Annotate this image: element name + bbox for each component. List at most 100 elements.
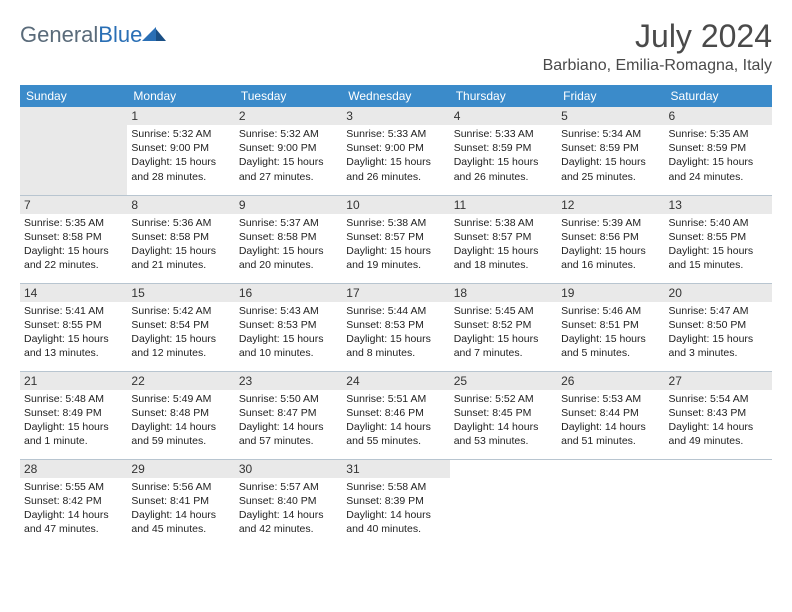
day-info: Sunrise: 5:47 AMSunset: 8:50 PMDaylight:… [669, 304, 768, 361]
sunrise-text: Sunrise: 5:35 AM [24, 216, 123, 230]
sunset-text: Sunset: 8:43 PM [669, 406, 768, 420]
daylight-text: Daylight: 15 hours and 3 minutes. [669, 332, 768, 360]
daylight-text: Daylight: 14 hours and 51 minutes. [561, 420, 660, 448]
calendar-cell: 14Sunrise: 5:41 AMSunset: 8:55 PMDayligh… [20, 283, 127, 371]
sunset-text: Sunset: 8:59 PM [454, 141, 553, 155]
day-header-thursday: Thursday [450, 85, 557, 107]
day-number: 5 [557, 107, 664, 125]
sunrise-text: Sunrise: 5:42 AM [131, 304, 230, 318]
sunset-text: Sunset: 8:44 PM [561, 406, 660, 420]
day-number: 28 [20, 460, 127, 478]
calendar-cell: 21Sunrise: 5:48 AMSunset: 8:49 PMDayligh… [20, 371, 127, 459]
calendar-row: 28Sunrise: 5:55 AMSunset: 8:42 PMDayligh… [20, 459, 772, 547]
day-number: 27 [665, 372, 772, 390]
sunset-text: Sunset: 8:55 PM [24, 318, 123, 332]
day-number: 2 [235, 107, 342, 125]
sunrise-text: Sunrise: 5:55 AM [24, 480, 123, 494]
daylight-text: Daylight: 15 hours and 22 minutes. [24, 244, 123, 272]
day-header-sunday: Sunday [20, 85, 127, 107]
day-info: Sunrise: 5:33 AMSunset: 8:59 PMDaylight:… [454, 127, 553, 184]
logo-text: GeneralBlue [20, 22, 142, 48]
day-info: Sunrise: 5:46 AMSunset: 8:51 PMDaylight:… [561, 304, 660, 361]
calendar-cell: 1Sunrise: 5:32 AMSunset: 9:00 PMDaylight… [127, 107, 234, 195]
sunset-text: Sunset: 8:46 PM [346, 406, 445, 420]
day-number: 14 [20, 284, 127, 302]
sunset-text: Sunset: 8:58 PM [24, 230, 123, 244]
daylight-text: Daylight: 14 hours and 55 minutes. [346, 420, 445, 448]
calendar-cell [450, 459, 557, 547]
day-number: 25 [450, 372, 557, 390]
calendar-cell: 8 Sunrise: 5:36 AMSunset: 8:58 PMDaylight… [127, 195, 234, 283]
calendar-cell: 2Sunrise: 5:32 AMSunset: 9:00 PMDaylight… [235, 107, 342, 195]
daylight-text: Daylight: 15 hours and 16 minutes. [561, 244, 660, 272]
calendar-cell: 24Sunrise: 5:51 AMSunset: 8:46 PMDayligh… [342, 371, 449, 459]
calendar-cell: 18 Sunrise: 5:45 AMSunset: 8:52 PMDayligh… [450, 283, 557, 371]
sunrise-text: Sunrise: 5:58 AM [346, 480, 445, 494]
sunrise-text: Sunrise: 5:43 AM [239, 304, 338, 318]
calendar-cell [557, 459, 664, 547]
sunrise-text: Sunrise: 5:46 AM [561, 304, 660, 318]
sunrise-text: Sunrise: 5:33 AM [346, 127, 445, 141]
sunrise-text: Sunrise: 5:33 AM [454, 127, 553, 141]
daylight-text: Daylight: 15 hours and 5 minutes. [561, 332, 660, 360]
day-info: Sunrise: 5:52 AMSunset: 8:45 PMDaylight:… [454, 392, 553, 449]
calendar-cell: 30Sunrise: 5:57 AMSunset: 8:40 PMDayligh… [235, 459, 342, 547]
day-info: Sunrise: 5:36 AMSunset: 8:58 PMDaylight:… [131, 216, 230, 273]
title-block: July 2024 Barbiano, Emilia-Romagna, Ital… [543, 18, 772, 75]
month-title: July 2024 [543, 18, 772, 55]
day-number: 3 [342, 107, 449, 125]
day-info: Sunrise: 5:50 AMSunset: 8:47 PMDaylight:… [239, 392, 338, 449]
day-number: 8 [127, 196, 234, 214]
day-info: Sunrise: 5:48 AMSunset: 8:49 PMDaylight:… [24, 392, 123, 449]
day-number: 10 [342, 196, 449, 214]
triangle-icon [142, 23, 168, 48]
calendar-table: Sunday Monday Tuesday Wednesday Thursday… [20, 85, 772, 547]
daylight-text: Daylight: 15 hours and 28 minutes. [131, 155, 230, 183]
calendar-row: 14Sunrise: 5:41 AMSunset: 8:55 PMDayligh… [20, 283, 772, 371]
day-info: Sunrise: 5:45 AMSunset: 8:52 PMDaylight:… [454, 304, 553, 361]
day-number: 30 [235, 460, 342, 478]
day-number: 18 [450, 284, 557, 302]
header: GeneralBlue July 2024 Barbiano, Emilia-R… [20, 18, 772, 75]
day-header-wednesday: Wednesday [342, 85, 449, 107]
sunset-text: Sunset: 8:39 PM [346, 494, 445, 508]
day-info: Sunrise: 5:43 AMSunset: 8:53 PMDaylight:… [239, 304, 338, 361]
day-header-monday: Monday [127, 85, 234, 107]
sunset-text: Sunset: 8:54 PM [131, 318, 230, 332]
daylight-text: Daylight: 14 hours and 53 minutes. [454, 420, 553, 448]
sunset-text: Sunset: 9:00 PM [131, 141, 230, 155]
sunset-text: Sunset: 8:53 PM [346, 318, 445, 332]
sunrise-text: Sunrise: 5:36 AM [131, 216, 230, 230]
day-number: 17 [342, 284, 449, 302]
sunset-text: Sunset: 8:50 PM [669, 318, 768, 332]
day-header-friday: Friday [557, 85, 664, 107]
calendar-cell: 25 Sunrise: 5:52 AMSunset: 8:45 PMDayligh… [450, 371, 557, 459]
sunset-text: Sunset: 8:53 PM [239, 318, 338, 332]
daylight-text: Daylight: 15 hours and 13 minutes. [24, 332, 123, 360]
day-number: 13 [665, 196, 772, 214]
calendar-row: 7Sunrise: 5:35 AMSunset: 8:58 PMDaylight… [20, 195, 772, 283]
sunset-text: Sunset: 8:40 PM [239, 494, 338, 508]
calendar-cell: 11Sunrise: 5:38 AMSunset: 8:57 PMDayligh… [450, 195, 557, 283]
daylight-text: Daylight: 14 hours and 40 minutes. [346, 508, 445, 536]
calendar-cell [665, 459, 772, 547]
day-number: 6 [665, 107, 772, 125]
sunset-text: Sunset: 9:00 PM [346, 141, 445, 155]
sunrise-text: Sunrise: 5:56 AM [131, 480, 230, 494]
daylight-text: Daylight: 15 hours and 24 minutes. [669, 155, 768, 183]
sunrise-text: Sunrise: 5:49 AM [131, 392, 230, 406]
calendar-row: 21Sunrise: 5:48 AMSunset: 8:49 PMDayligh… [20, 371, 772, 459]
sunset-text: Sunset: 8:58 PM [131, 230, 230, 244]
daylight-text: Daylight: 14 hours and 45 minutes. [131, 508, 230, 536]
sunset-text: Sunset: 8:59 PM [669, 141, 768, 155]
calendar-cell: 6Sunrise: 5:35 AMSunset: 8:59 PMDaylight… [665, 107, 772, 195]
sunrise-text: Sunrise: 5:37 AM [239, 216, 338, 230]
day-header-saturday: Saturday [665, 85, 772, 107]
day-number: 31 [342, 460, 449, 478]
sunrise-text: Sunrise: 5:34 AM [561, 127, 660, 141]
daylight-text: Daylight: 14 hours and 59 minutes. [131, 420, 230, 448]
daylight-text: Daylight: 15 hours and 21 minutes. [131, 244, 230, 272]
sunset-text: Sunset: 8:45 PM [454, 406, 553, 420]
logo-text-part1: General [20, 22, 98, 47]
day-info: Sunrise: 5:34 AMSunset: 8:59 PMDaylight:… [561, 127, 660, 184]
